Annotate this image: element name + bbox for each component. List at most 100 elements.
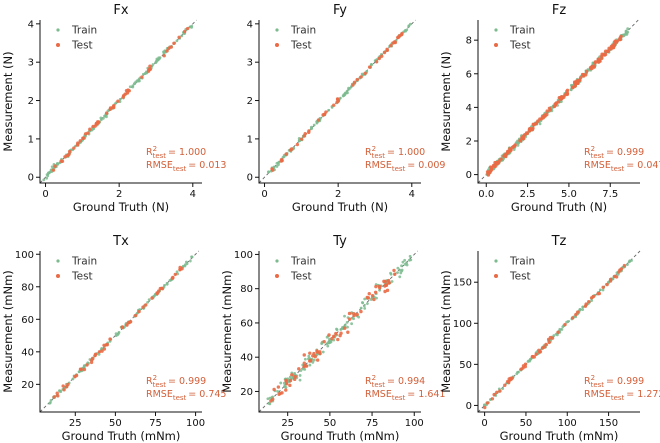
data-point <box>61 384 65 388</box>
data-point <box>295 142 300 147</box>
data-point <box>562 95 566 99</box>
x-tick-label: 0 <box>481 418 487 429</box>
data-point <box>382 50 387 55</box>
data-point <box>116 99 120 103</box>
data-point <box>375 296 378 300</box>
data-point <box>42 178 46 182</box>
data-point <box>625 30 629 34</box>
data-point <box>81 136 86 140</box>
data-point <box>584 302 588 306</box>
data-point <box>177 35 181 39</box>
data-point <box>570 316 575 320</box>
y-tick-label: 100 <box>15 250 34 261</box>
data-point <box>308 363 312 367</box>
data-point <box>128 320 133 324</box>
data-point <box>598 288 602 292</box>
data-point <box>622 263 627 268</box>
x-axis-label: Ground Truth (N) <box>292 200 388 214</box>
data-point <box>343 326 347 330</box>
x-axis-label: Ground Truth (N) <box>73 200 169 214</box>
data-point <box>56 394 60 398</box>
data-point <box>601 288 605 292</box>
data-point <box>367 292 371 296</box>
y-tick-label: 6 <box>466 69 472 80</box>
data-point <box>383 289 387 294</box>
y-tick-label: 100 <box>453 319 472 330</box>
data-point <box>48 401 52 405</box>
data-point <box>352 80 357 84</box>
subplot-title: Tx <box>112 234 129 249</box>
y-axis-label: Measurement (N) <box>1 51 15 151</box>
data-point <box>156 289 161 293</box>
axes-spine <box>39 20 202 184</box>
legend-marker-test <box>275 43 279 47</box>
data-point <box>127 89 131 93</box>
axes-spine <box>39 251 202 413</box>
data-point <box>377 56 381 61</box>
data-point <box>128 85 132 89</box>
data-point <box>49 398 53 402</box>
data-point <box>357 315 361 319</box>
data-point <box>188 259 192 263</box>
data-point <box>612 42 617 46</box>
legend-label: Test <box>509 40 531 52</box>
data-point <box>392 268 396 273</box>
data-point <box>367 65 372 69</box>
data-point <box>112 105 116 110</box>
data-point <box>377 284 382 289</box>
data-point <box>531 354 535 359</box>
subplot-fy: Fy 0 2 4 0 1 2 3 4 Ground Truth (N) Train Test R2 tes… <box>247 3 446 214</box>
data-point <box>538 117 542 121</box>
x-tick-label: 0 <box>42 189 48 200</box>
data-point <box>492 392 496 397</box>
data-point <box>587 300 591 304</box>
data-point <box>359 306 363 310</box>
data-point <box>168 278 172 282</box>
legend-marker-test <box>275 274 279 278</box>
data-point <box>182 29 187 34</box>
data-point <box>299 369 303 372</box>
legend-label: Test <box>509 271 531 283</box>
data-point <box>50 165 54 169</box>
data-point <box>185 26 190 31</box>
data-point <box>495 390 499 395</box>
data-point <box>365 295 369 300</box>
data-point <box>165 49 169 53</box>
data-point <box>72 146 76 150</box>
data-point <box>369 63 373 66</box>
data-point <box>490 397 495 401</box>
data-point <box>503 383 507 387</box>
data-point <box>51 168 56 172</box>
data-point <box>116 333 119 337</box>
data-point <box>133 82 137 85</box>
data-point <box>146 301 149 304</box>
y-axis-label: Measurement (mNm) <box>439 270 453 393</box>
data-point <box>559 96 563 100</box>
data-point <box>75 143 80 147</box>
rmse-annotation: RMSEtest = 0.009 <box>365 160 445 173</box>
y-tick-label: 1 <box>28 134 34 145</box>
data-point <box>284 382 289 386</box>
legend-label: Train <box>71 256 97 268</box>
data-point <box>180 34 184 38</box>
data-point <box>275 165 279 168</box>
data-point <box>396 266 400 270</box>
legend-marker-train <box>56 259 60 263</box>
data-point <box>606 49 611 53</box>
data-point <box>366 302 369 306</box>
axes-spine <box>477 251 640 413</box>
data-point <box>59 390 63 394</box>
data-point <box>372 297 376 302</box>
data-point <box>370 294 375 298</box>
x-tick-label: 5.0 <box>561 189 577 200</box>
data-point <box>301 367 305 371</box>
data-point <box>308 351 312 355</box>
data-point <box>315 121 319 125</box>
data-point <box>292 377 297 382</box>
data-point <box>383 279 387 284</box>
data-point <box>173 272 177 277</box>
data-point <box>101 116 105 120</box>
data-point <box>297 367 301 371</box>
series-test <box>485 34 623 177</box>
